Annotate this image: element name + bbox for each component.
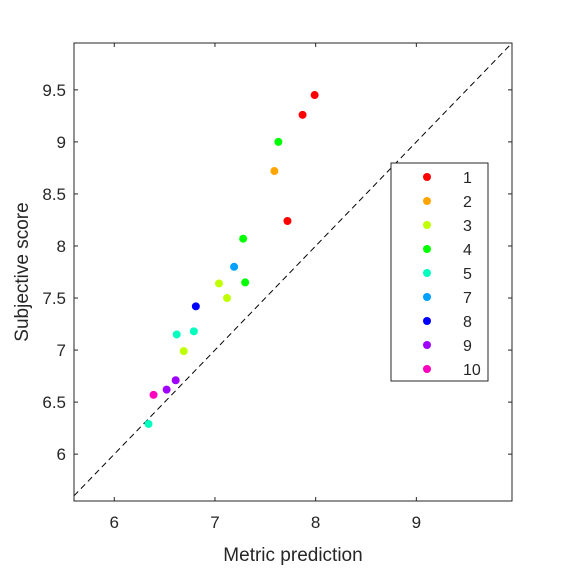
x-axis-label: Metric prediction (223, 545, 362, 566)
legend-label-7: 7 (463, 290, 472, 307)
legend-marker-8 (423, 317, 431, 325)
plot-area-frame (73, 42, 513, 502)
legend-marker-3 (423, 221, 431, 229)
data-point-series-5 (144, 419, 153, 428)
legend-marker-4 (423, 245, 431, 253)
data-point-series-3 (223, 294, 232, 303)
legend-marker-1 (423, 173, 431, 181)
data-point-series-9 (171, 376, 180, 385)
legend-label-8: 8 (463, 314, 472, 331)
data-point-series-1 (310, 91, 319, 100)
x-tick-label: 8 (311, 513, 320, 532)
y-tick-label: 6.5 (42, 393, 66, 412)
data-point-series-10 (149, 390, 158, 399)
y-tick-label: 9 (57, 133, 66, 152)
x-tick-label: 6 (110, 513, 119, 532)
x-tick-label: 7 (210, 513, 219, 532)
legend-marker-2 (423, 197, 431, 205)
x-tick-label: 9 (412, 513, 421, 532)
legend-label-10: 10 (463, 362, 481, 379)
y-axis-label: Subjective score (12, 202, 33, 341)
data-point-series-4 (239, 234, 248, 243)
data-point-series-8 (191, 302, 200, 311)
data-point-series-1 (283, 216, 292, 225)
legend-label-4: 4 (463, 242, 472, 259)
legend-box (390, 162, 489, 382)
data-point-series-4 (274, 137, 283, 146)
data-point-series-2 (270, 167, 279, 176)
legend-marker-5 (423, 269, 431, 277)
legend-label-1: 1 (463, 170, 472, 187)
data-point-series-5 (189, 327, 198, 336)
legend: 1 2 3 4 5 7 8 9 10 (390, 162, 489, 382)
legend-label-9: 9 (463, 338, 472, 355)
y-tick-label: 7 (57, 341, 66, 360)
data-point-series-3 (214, 279, 223, 288)
legend-label-5: 5 (463, 266, 472, 283)
legend-marker-9 (423, 341, 431, 349)
y-tick-label: 8 (57, 237, 66, 256)
legend-label-2: 2 (463, 194, 472, 211)
legend-marker-10 (423, 365, 431, 373)
y-tick-label: 7.5 (42, 289, 66, 308)
data-point-series-4 (241, 278, 250, 287)
data-point-series-5 (172, 330, 181, 339)
legend-marker-7 (423, 293, 431, 301)
data-point-series-3 (179, 347, 188, 356)
y-tick-label: 8.5 (42, 185, 66, 204)
data-point-series-9 (162, 385, 171, 394)
data-point-series-7 (230, 262, 239, 271)
legend-label-3: 3 (463, 218, 472, 235)
y-tick-label: 6 (57, 445, 66, 464)
data-point-series-1 (298, 110, 307, 119)
y-tick-label: 9.5 (42, 81, 66, 100)
